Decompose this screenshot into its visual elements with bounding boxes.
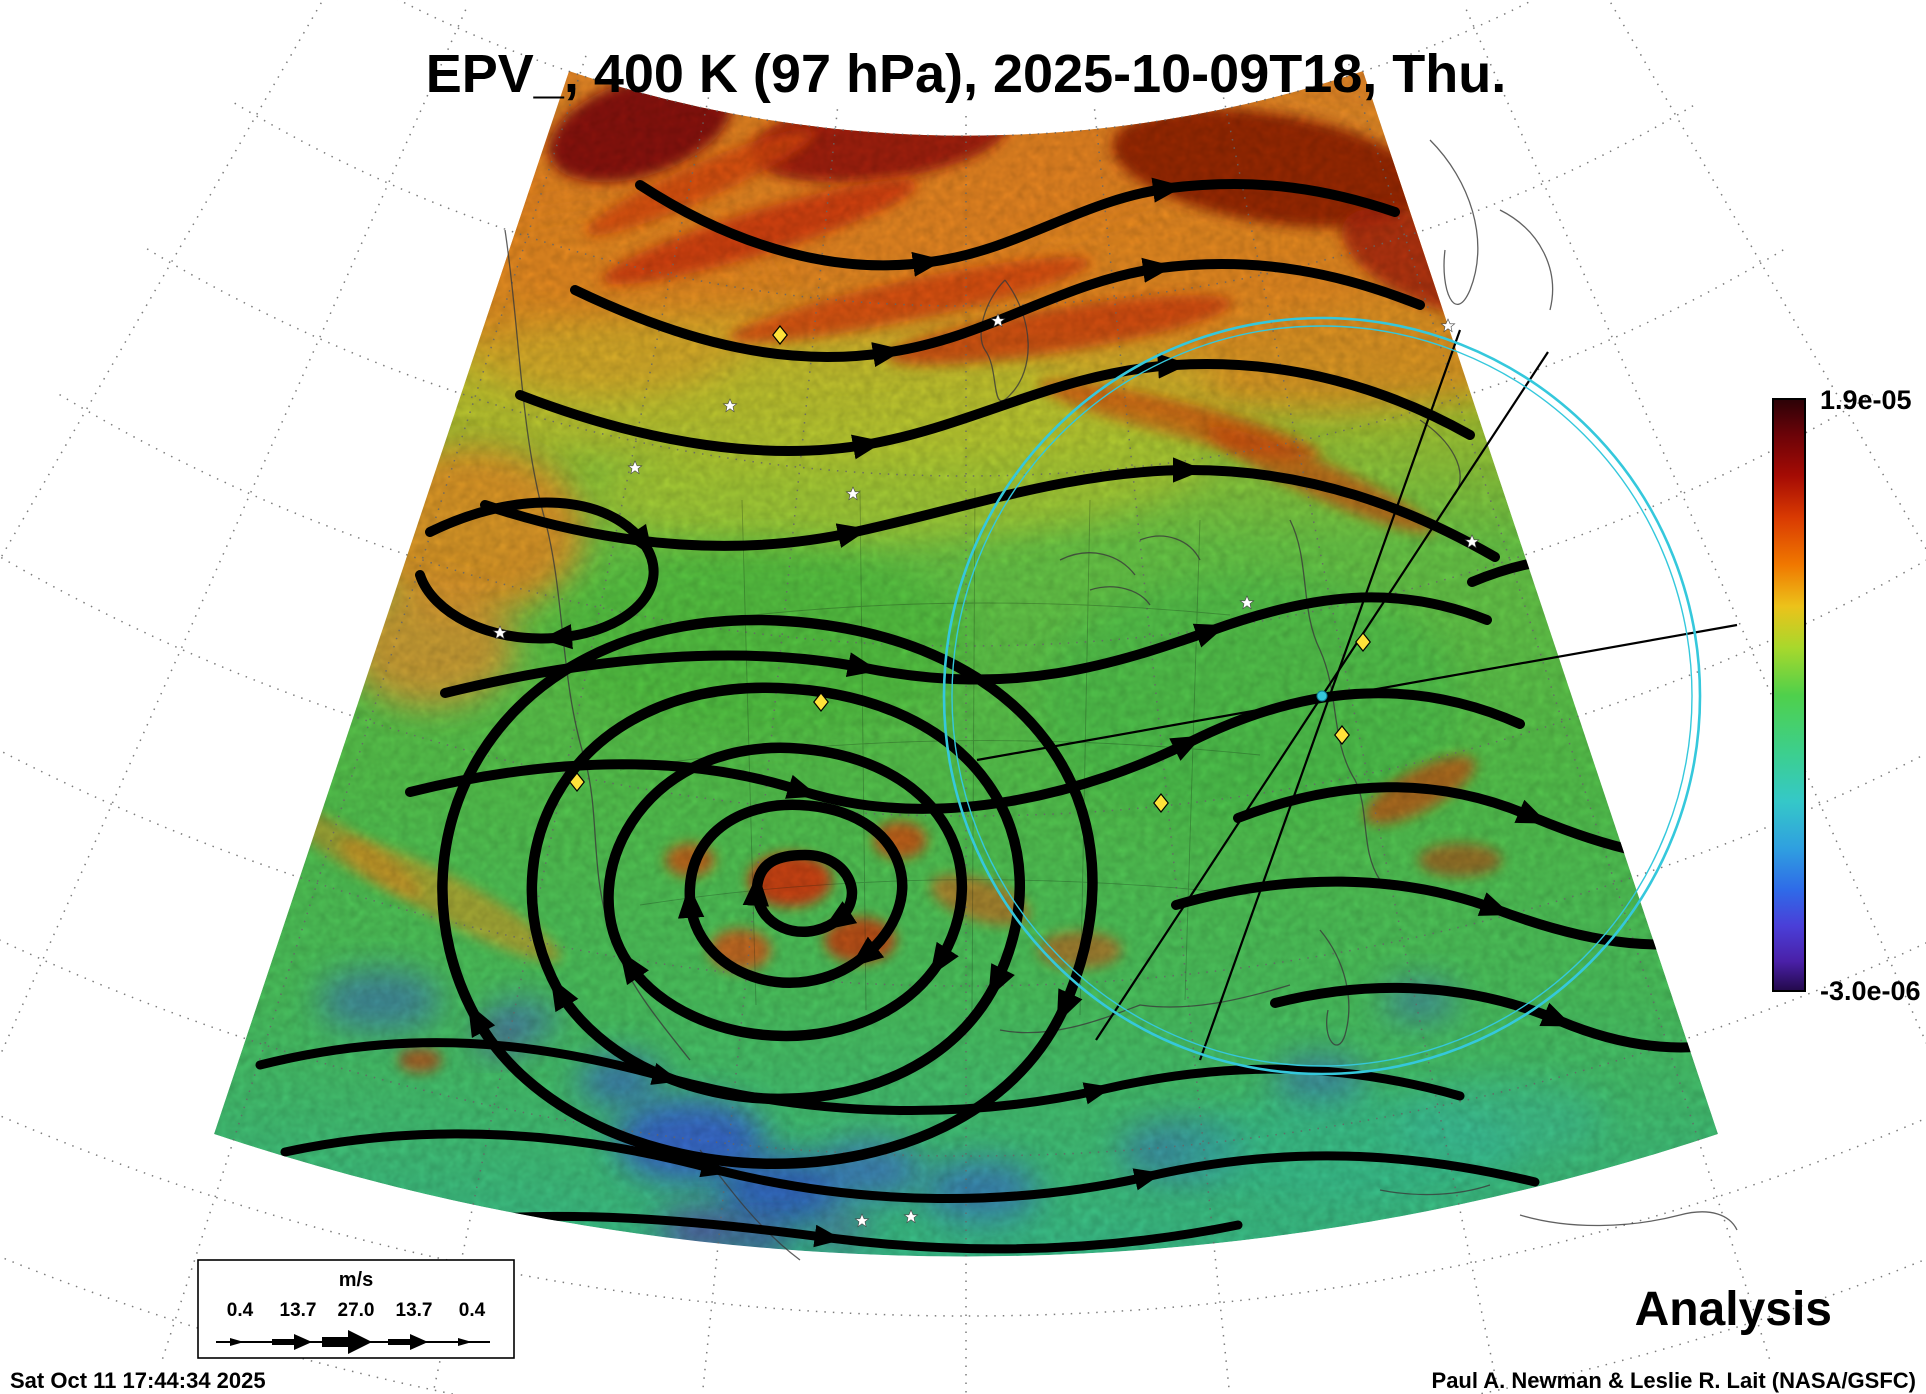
star-station-marker — [722, 398, 738, 413]
circle-center-marker — [1316, 690, 1328, 702]
page-title: EPV_, 400 K (97 hPa), 2025-10-09T18, Thu… — [426, 44, 1507, 104]
star-station-marker — [492, 625, 508, 640]
legend-value: 27.0 — [338, 1300, 375, 1321]
star-station-marker — [854, 1213, 870, 1228]
wind-speed-legend: m/s 0.4 13.7 27.0 13.7 0.4 — [197, 1259, 515, 1359]
star-station-marker — [1440, 318, 1456, 333]
diamond-station-marker — [772, 325, 788, 345]
legend-value: 0.4 — [227, 1300, 254, 1321]
diamond-station-marker — [1334, 725, 1350, 745]
colorbar-max-label: 1.9e-05 — [1820, 385, 1912, 415]
colorbar-ramp — [1772, 398, 1806, 992]
diamond-station-marker — [1153, 793, 1169, 813]
legend-arrow-glyphs — [216, 1330, 490, 1354]
star-station-marker — [845, 486, 861, 501]
credit-line: Paul A. Newman & Leslie R. Lait (NASA/GS… — [1432, 1368, 1916, 1393]
diamond-station-marker — [569, 772, 585, 792]
star-station-marker — [903, 1209, 919, 1224]
generation-timestamp: Sat Oct 11 17:44:34 2025 — [10, 1368, 266, 1393]
analysis-label: Analysis — [1635, 1283, 1832, 1336]
diamond-station-marker — [1355, 632, 1371, 652]
star-station-marker — [990, 313, 1006, 328]
station-markers — [492, 313, 1480, 1228]
legend-value: 0.4 — [459, 1300, 486, 1321]
diamond-station-marker — [813, 692, 829, 712]
star-station-marker — [1239, 595, 1255, 610]
colorbar-min-label: -3.0e-06 — [1820, 976, 1921, 1006]
legend-value: 13.7 — [280, 1300, 317, 1321]
legend-units-label: m/s — [339, 1269, 373, 1291]
star-station-marker — [1464, 534, 1480, 549]
legend-value: 13.7 — [396, 1300, 433, 1321]
range-circle — [942, 316, 1702, 1076]
colorbar: 1.9e-05 -3.0e-06 — [1772, 385, 1921, 1006]
star-station-marker — [627, 460, 643, 475]
